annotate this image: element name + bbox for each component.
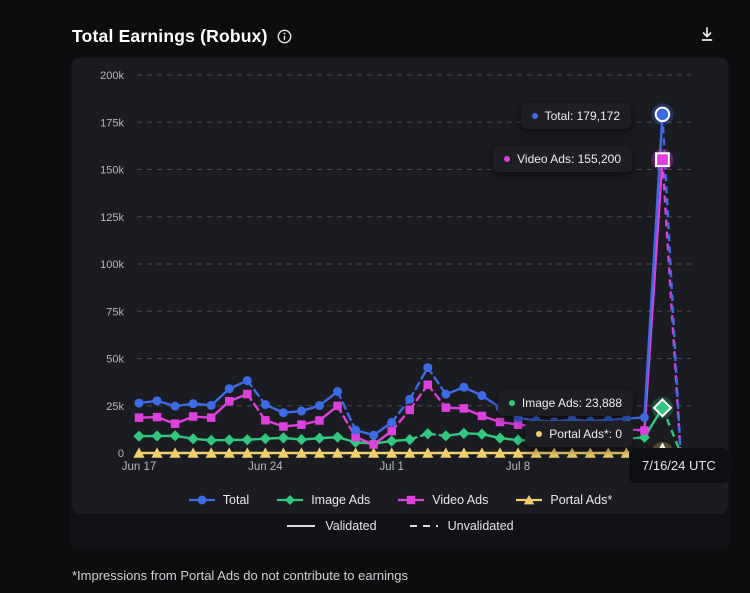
svg-text:Jul 8: Jul 8	[506, 461, 530, 473]
video-bullet-icon	[504, 156, 511, 162]
svg-text:Jul 1: Jul 1	[380, 461, 404, 473]
chart-header: Total Earnings (Robux)	[72, 24, 724, 48]
svg-text:75k: 75k	[106, 306, 124, 318]
svg-text:Jun 17: Jun 17	[122, 461, 157, 473]
svg-text:125k: 125k	[100, 212, 124, 224]
legend-style-validated: Validated	[287, 519, 377, 533]
tooltip-portal: Portal Ads*: 0	[525, 421, 633, 447]
style-legend: Validated Unvalidated	[70, 519, 730, 533]
tooltip-portal-text: Portal Ads*: 0	[549, 427, 622, 441]
svg-text:150k: 150k	[100, 165, 124, 177]
tooltip-date: 7/16/24 UTC	[629, 448, 729, 483]
legend-item-total[interactable]: Total	[188, 493, 249, 507]
chart-svg[interactable]: 0 25k 50k 75k 100k 125k 150k 175k 200k Jun 17 Jun …	[72, 58, 728, 514]
legend-style-unvalidated: Unvalidated	[409, 519, 514, 533]
legend-item-image-ads[interactable]: Image Ads	[276, 493, 370, 507]
svg-text:200k: 200k	[100, 70, 124, 82]
legend-item-portal-ads[interactable]: Portal Ads*	[515, 493, 612, 507]
tooltip-image-text: Image Ads: 23,888	[521, 396, 622, 410]
image-bullet-icon	[508, 400, 515, 406]
chart-card: 0 25k 50k 75k 100k 125k 150k 175k 200k Jun 17 Jun …	[70, 56, 730, 548]
tooltip-total: Total: 179,172	[520, 103, 631, 129]
portal-bullet-icon	[536, 431, 543, 437]
tooltip-video-text: Video Ads: 155,200	[517, 152, 621, 166]
info-icon[interactable]	[277, 29, 292, 44]
tooltip-date-text: 7/16/24 UTC	[642, 458, 716, 473]
page-title: Total Earnings (Robux)	[72, 25, 268, 46]
legend-item-video-ads[interactable]: Video Ads	[397, 493, 488, 507]
footnote: *Impressions from Portal Ads do not cont…	[72, 568, 409, 583]
svg-text:0: 0	[118, 448, 124, 460]
svg-text:Jun 24: Jun 24	[248, 461, 283, 473]
svg-text:175k: 175k	[100, 117, 124, 129]
total-bullet-icon	[531, 113, 538, 119]
svg-text:25k: 25k	[106, 401, 124, 413]
svg-text:50k: 50k	[106, 354, 124, 366]
tooltip-total-text: Total: 179,172	[544, 109, 620, 123]
chart-panel: 0 25k 50k 75k 100k 125k 150k 175k 200k Jun 17 Jun …	[72, 58, 728, 514]
svg-text:100k: 100k	[100, 259, 124, 271]
tooltip-video: Video Ads: 155,200	[493, 146, 632, 172]
download-icon[interactable]	[698, 25, 716, 48]
tooltip-image: Image Ads: 23,888	[497, 390, 633, 416]
series-legend: Total Image Ads Video Ads Portal Ads*	[72, 493, 728, 507]
